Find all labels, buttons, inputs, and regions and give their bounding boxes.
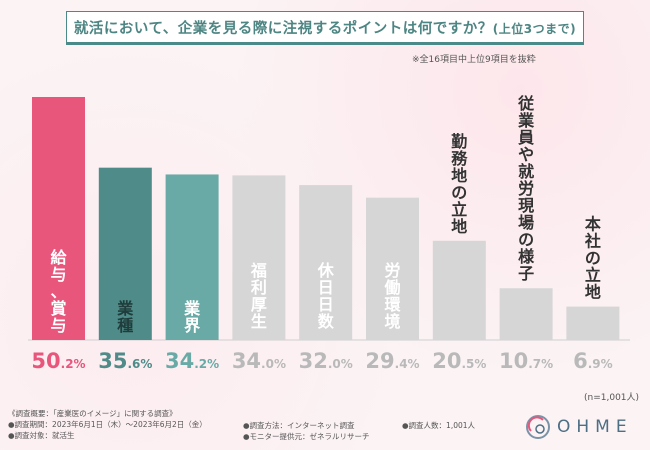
value-label-7: 20.5% — [432, 349, 486, 373]
chart-title: 就活において、企業を見る際に注視するポイントは何ですか？(上位3つまで) — [73, 20, 577, 37]
ohme-logo-icon — [526, 415, 550, 439]
chart-title-box: 就活において、企業を見る際に注視するポイントは何ですか？(上位3つまで) — [66, 11, 584, 45]
sample-size-label: (n=1,001人) — [584, 393, 640, 403]
category-label-3: 業界 — [183, 299, 201, 335]
value-label-1: 50.2% — [31, 349, 85, 373]
category-label-7: 勤務地の立地 — [451, 132, 468, 236]
value-label-3: 34.2% — [165, 349, 219, 373]
ohme-logo-text: OHME — [557, 417, 633, 437]
category-label-9: 本社の立地 — [584, 215, 601, 302]
bar-9 — [566, 306, 620, 340]
value-label-8: 10.7% — [499, 349, 553, 373]
footer-survey-title: 《調査概要：「産業医のイメージ」に関する調査》 — [8, 409, 177, 418]
value-label-9: 6.9% — [573, 349, 613, 373]
category-label-6: 労働環境 — [383, 261, 401, 331]
footer-target: ●調査対象：就活生 — [8, 431, 75, 440]
value-label-5: 32.0% — [299, 349, 353, 373]
ohme-logo: OHME — [525, 414, 633, 440]
footer-provider: ●モニター提供元：ゼネラルリサーチ — [243, 432, 370, 441]
bar-2 — [98, 167, 152, 340]
bar-8 — [499, 288, 553, 340]
bar-5 — [299, 185, 353, 340]
footer-count: ●調査人数：1,001人 — [402, 421, 476, 430]
category-label-5: 休日日数 — [317, 261, 335, 331]
value-label-2: 35.6% — [98, 349, 152, 373]
bar-4 — [232, 175, 286, 340]
chart-title-sub: (上位3つまで) — [492, 21, 577, 36]
bar-1 — [32, 97, 85, 340]
category-label-8: 従業員や就労現場の様子 — [517, 94, 535, 283]
bar-7 — [432, 240, 486, 340]
category-label-4: 福利厚生 — [250, 261, 267, 331]
footer-method: ●調査方法：インターネット調査 — [243, 421, 355, 430]
value-label-6: 29.4% — [365, 349, 419, 373]
bar-3 — [165, 174, 219, 340]
category-label-2: 業種 — [116, 299, 134, 335]
bar-6 — [366, 197, 419, 340]
category-label-1: 給与、賞与 — [50, 248, 67, 335]
note-text: ※全16項目中上位9項目を抜粋 — [412, 55, 536, 65]
footer-period: ●調査期間：2023年6月1日（木）～2023年6月2日（金） — [8, 420, 207, 429]
value-label-4: 34.0% — [232, 349, 286, 373]
